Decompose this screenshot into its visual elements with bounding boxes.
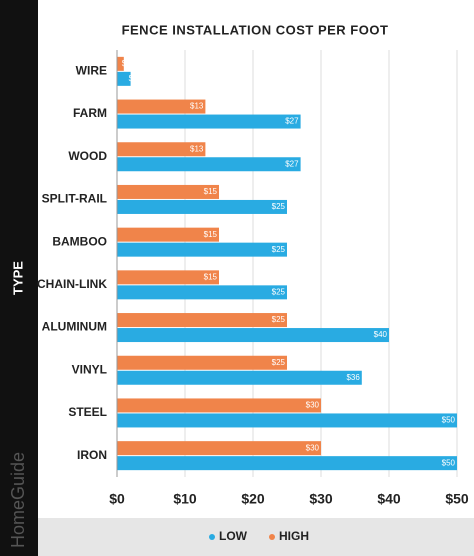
bar — [117, 355, 287, 370]
legend-swatch — [209, 534, 215, 540]
x-tick-label: $20 — [241, 491, 265, 507]
bar — [117, 370, 362, 385]
value-label: $13 — [190, 102, 204, 111]
value-label: $36 — [346, 373, 360, 382]
x-tick-label: $0 — [109, 491, 125, 507]
bar — [117, 456, 457, 471]
value-label: $25 — [272, 358, 286, 367]
legend-band — [38, 518, 474, 556]
x-tick-label: $30 — [309, 491, 333, 507]
bar — [117, 71, 131, 86]
value-label: $25 — [272, 202, 286, 211]
y-tick-label: STEEL — [68, 405, 107, 419]
value-label: $2 — [129, 74, 138, 83]
bar — [117, 99, 206, 114]
value-label: $40 — [374, 330, 388, 339]
value-label: $15 — [204, 187, 218, 196]
bar — [117, 270, 219, 285]
legend-label: LOW — [219, 529, 248, 543]
bar — [117, 242, 287, 257]
bar — [117, 56, 124, 71]
y-tick-label: WIRE — [76, 64, 107, 78]
y-tick-label: VINYL — [72, 362, 107, 376]
value-label: $25 — [272, 315, 286, 324]
x-tick-label: $40 — [377, 491, 401, 507]
legend-label: HIGH — [279, 529, 309, 543]
chart-title: FENCE INSTALLATION COST PER FOOT — [122, 22, 389, 37]
value-label: $25 — [272, 287, 286, 296]
value-label: $50 — [442, 416, 456, 425]
value-label: $15 — [204, 272, 218, 281]
y-tick-label: SPLIT-RAIL — [42, 192, 107, 206]
y-tick-label: IRON — [77, 448, 107, 462]
watermark: HomeGuide — [8, 452, 28, 548]
x-tick-label: $50 — [445, 491, 469, 507]
value-label: $15 — [204, 230, 218, 239]
y-tick-label: WOOD — [68, 149, 107, 163]
value-label: $50 — [442, 458, 456, 467]
bar — [117, 199, 287, 214]
bar — [117, 157, 301, 172]
y-axis-title: TYPE — [10, 261, 25, 295]
bar — [117, 285, 287, 300]
bar — [117, 313, 287, 328]
value-label: $30 — [306, 401, 320, 410]
bar — [117, 184, 219, 199]
bar — [117, 328, 389, 343]
bar — [117, 142, 206, 157]
bar — [117, 441, 321, 456]
y-tick-label: BAMBOO — [52, 234, 107, 248]
bar — [117, 227, 219, 242]
value-label: $27 — [285, 159, 299, 168]
y-tick-label: ALUMINUM — [42, 320, 107, 334]
bar — [117, 413, 457, 428]
value-label: $25 — [272, 245, 286, 254]
y-tick-label: FARM — [73, 106, 107, 120]
bar — [117, 114, 301, 129]
bar — [117, 398, 321, 413]
value-label: $1 — [122, 59, 131, 68]
value-label: $27 — [285, 117, 299, 126]
value-label: $30 — [306, 443, 320, 452]
value-label: $13 — [190, 144, 204, 153]
side-band — [0, 0, 38, 556]
legend-swatch — [269, 534, 275, 540]
y-tick-label: CHAIN-LINK — [37, 277, 107, 291]
x-tick-label: $10 — [173, 491, 197, 507]
